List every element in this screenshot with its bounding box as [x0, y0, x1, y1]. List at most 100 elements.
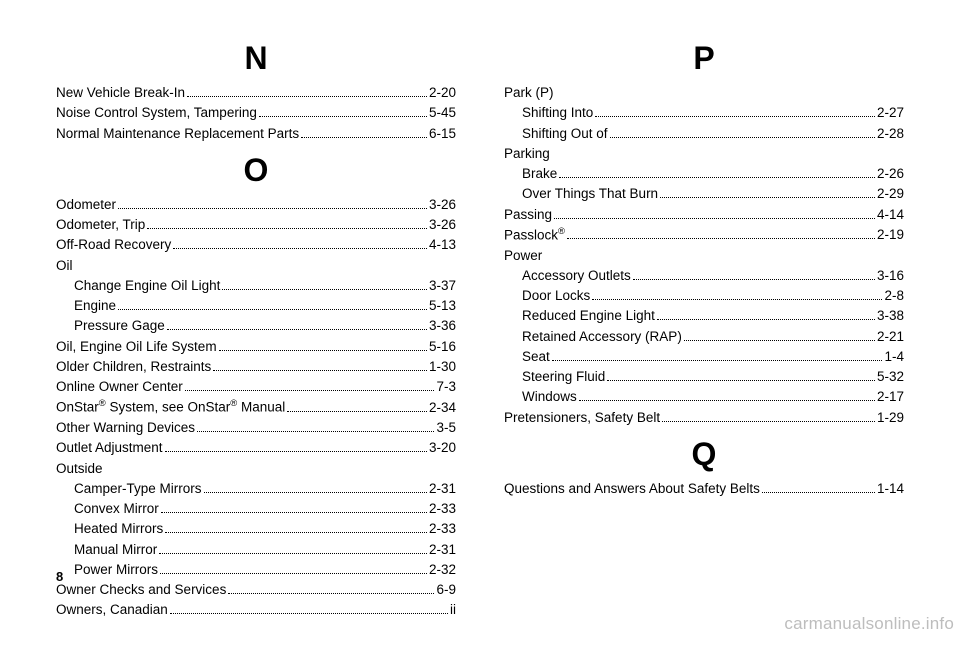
leader-dots — [559, 177, 875, 178]
section-letter: P — [504, 40, 904, 77]
index-entry-label: Steering Fluid — [522, 367, 605, 387]
index-entry-page: 3-26 — [429, 195, 456, 215]
index-entry-label: Questions and Answers About Safety Belts — [504, 479, 760, 499]
index-group-label: Park (P) — [504, 83, 904, 103]
index-entry: Off-Road Recovery 4-13 — [56, 235, 456, 255]
right-column: P Park (P)Shifting Into 2-27 Shifting Out o… — [504, 40, 904, 621]
index-entry-label: Outlet Adjustment — [56, 438, 163, 458]
index-entry: Power Mirrors2-32 — [56, 560, 456, 580]
index-group-label: Parking — [504, 144, 904, 164]
index-entry-page: 5-16 — [429, 337, 456, 357]
index-entry-label: Windows — [522, 387, 577, 407]
index-entry: Accessory Outlets3-16 — [504, 266, 904, 286]
index-entry-page: 5-32 — [877, 367, 904, 387]
index-group-label: Oil — [56, 256, 456, 276]
section-letter: Q — [504, 436, 904, 473]
index-entry: Oil, Engine Oil Life System5-16 — [56, 337, 456, 357]
leader-dots — [684, 340, 875, 341]
leader-dots — [167, 329, 427, 330]
index-entry: Seat1-4 — [504, 347, 904, 367]
leader-dots — [173, 248, 427, 249]
index-entry-page: 5-13 — [429, 296, 456, 316]
index-entry: Camper-Type Mirrors2-31 — [56, 479, 456, 499]
index-entry-page: 1-14 — [877, 479, 904, 499]
index-entry: Reduced Engine Light3-38 — [504, 306, 904, 326]
index-entry-label: Noise Control System, Tampering — [56, 103, 257, 123]
index-entry: Shifting Into 2-27 — [504, 103, 904, 123]
index-entry-page: 3-37 — [429, 276, 456, 296]
index-entry: Steering Fluid 5-32 — [504, 367, 904, 387]
index-entry-label: Passlock® — [504, 225, 565, 246]
index-entry: Windows 2-17 — [504, 387, 904, 407]
leader-dots — [287, 411, 427, 412]
index-entry-page: 2-8 — [884, 286, 904, 306]
index-entry-label: Heated Mirrors — [74, 519, 163, 539]
leader-dots — [579, 400, 875, 401]
index-entry-label: Passing — [504, 205, 552, 225]
index-entry-label: Odometer — [56, 195, 116, 215]
index-entry-page: 2-29 — [877, 184, 904, 204]
index-entry-page: 3-5 — [436, 418, 456, 438]
index-entry-page: 2-31 — [429, 540, 456, 560]
index-entry-page: 3-38 — [877, 306, 904, 326]
index-entry-page: 2-26 — [877, 164, 904, 184]
index-entry: Door Locks2-8 — [504, 286, 904, 306]
left-column: NNew Vehicle Break-In2-20Noise Control S… — [56, 40, 456, 621]
index-entry: Heated Mirrors 2-33 — [56, 519, 456, 539]
index-entry: Convex Mirror2-33 — [56, 499, 456, 519]
index-entry-label: Shifting Into — [522, 103, 593, 123]
index-entry: Passlock® 2-19 — [504, 225, 904, 246]
index-entry: Engine5-13 — [56, 296, 456, 316]
leader-dots — [187, 96, 427, 97]
index-entry: Questions and Answers About Safety Belts… — [504, 479, 904, 499]
index-entry-label: Owners, Canadian — [56, 600, 168, 620]
index-entry: Online Owner Center7-3 — [56, 377, 456, 397]
index-entry-page: 4-13 — [429, 235, 456, 255]
index-entry: Retained Accessory (RAP)2-21 — [504, 327, 904, 347]
index-entry-page: 2-34 — [429, 398, 456, 418]
index-entry-page: 2-33 — [429, 499, 456, 519]
watermark: carmanualsonline.info — [784, 614, 954, 634]
index-entry-label: New Vehicle Break-In — [56, 83, 185, 103]
page-number: 8 — [56, 569, 63, 584]
index-entry-label: Shifting Out of — [522, 124, 608, 144]
leader-dots — [147, 228, 427, 229]
leader-dots — [118, 208, 427, 209]
index-entry-label: Pretensioners, Safety Belt — [504, 408, 660, 428]
index-entry: Passing 4-14 — [504, 205, 904, 225]
leader-dots — [159, 553, 427, 554]
leader-dots — [554, 218, 875, 219]
index-entry-page: 2-31 — [429, 479, 456, 499]
index-entry: Outlet Adjustment3-20 — [56, 438, 456, 458]
index-entry-label: OnStar® System, see OnStar® Manual — [56, 397, 285, 418]
index-entry: Change Engine Oil Light3-37 — [56, 276, 456, 296]
index-entry-page: 2-33 — [429, 519, 456, 539]
index-entry-label: Over Things That Burn — [522, 184, 658, 204]
leader-dots — [165, 532, 427, 533]
leader-dots — [228, 593, 434, 594]
index-entry-label: Brake — [522, 164, 557, 184]
leader-dots — [259, 116, 427, 117]
index-entry-page: 2-17 — [877, 387, 904, 407]
index-entry-page: 3-26 — [429, 215, 456, 235]
index-entry: Brake 2-26 — [504, 164, 904, 184]
index-entry-label: Manual Mirror — [74, 540, 157, 560]
index-entry-page: 7-3 — [436, 377, 456, 397]
index-entry-page: 2-27 — [877, 103, 904, 123]
index-entry: Other Warning Devices3-5 — [56, 418, 456, 438]
leader-dots — [301, 137, 427, 138]
index-entry-label: Normal Maintenance Replacement Parts — [56, 124, 299, 144]
index-entry-page: 1-30 — [429, 357, 456, 377]
index-group-label: Power — [504, 246, 904, 266]
index-entry: Noise Control System, Tampering 5-45 — [56, 103, 456, 123]
leader-dots — [185, 390, 435, 391]
index-entry-label: Odometer, Trip — [56, 215, 145, 235]
index-entry-page: 2-32 — [429, 560, 456, 580]
index-group-label: Outside — [56, 459, 456, 479]
index-entry-page: 1-4 — [884, 347, 904, 367]
index-entry-label: Off-Road Recovery — [56, 235, 171, 255]
index-entry-page: 5-45 — [429, 103, 456, 123]
index-entry-page: 2-19 — [877, 225, 904, 245]
index-entry: Owner Checks and Services6-9 — [56, 580, 456, 600]
index-entry-page: 4-14 — [877, 205, 904, 225]
